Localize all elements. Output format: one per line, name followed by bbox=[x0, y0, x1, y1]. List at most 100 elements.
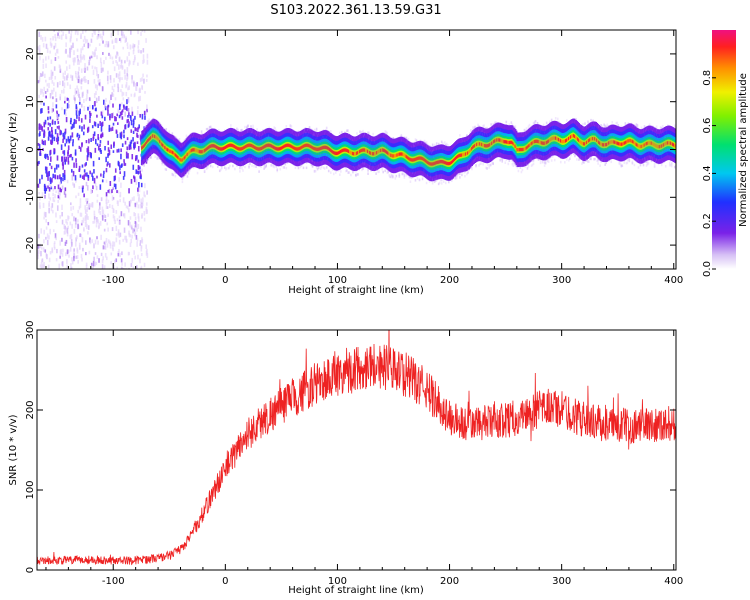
spectrogram-cell bbox=[43, 216, 45, 220]
spectrogram-cell bbox=[173, 151, 176, 156]
spectrogram-cell bbox=[80, 79, 83, 85]
spectrogram-cell bbox=[111, 195, 114, 201]
spectrogram-cell bbox=[92, 175, 94, 181]
spectrogram-cell bbox=[95, 185, 98, 191]
spectrogram-cell bbox=[112, 214, 115, 219]
spectrogram-cell bbox=[60, 30, 63, 33]
spectrogram-cell bbox=[103, 265, 106, 269]
spectrogram-cell bbox=[53, 151, 55, 155]
spectrogram-cell bbox=[136, 265, 138, 269]
spectrogram-cell bbox=[383, 148, 386, 152]
spectrogram-cell bbox=[40, 246, 43, 250]
spectrogram-cell bbox=[81, 237, 84, 243]
spectrogram-cell bbox=[107, 70, 109, 75]
spectrogram-cell bbox=[118, 234, 121, 238]
spectrogram-cell bbox=[188, 169, 191, 172]
spectrogram-cell bbox=[121, 33, 124, 39]
spectrogram-cell bbox=[78, 145, 81, 149]
spectrogram-cell bbox=[416, 177, 419, 180]
spectrogram-cell bbox=[141, 30, 144, 32]
spectrogram-cell bbox=[64, 131, 66, 136]
spectrogram-cell bbox=[74, 26, 76, 29]
spectrogram-cell bbox=[153, 134, 156, 138]
spectrogram-cell bbox=[203, 149, 206, 153]
spectrogram-cell bbox=[72, 170, 75, 177]
spectrogram-cell bbox=[131, 154, 134, 160]
spectrogram-cell bbox=[62, 31, 65, 36]
spectrogram-cell bbox=[47, 264, 50, 269]
spectrogram-cell bbox=[132, 123, 135, 128]
spectrogram-cell bbox=[112, 241, 114, 247]
spectrogram-cell bbox=[93, 216, 96, 220]
spectrogram-cell bbox=[93, 93, 96, 99]
spectrogram-cell bbox=[309, 144, 312, 149]
spectrogram-cell bbox=[99, 121, 101, 126]
spectrogram-cell bbox=[74, 88, 77, 94]
spectrogram-cell bbox=[237, 146, 239, 151]
spectrogram-cell bbox=[41, 192, 44, 197]
spectrogram-cell bbox=[64, 225, 67, 231]
spectrogram-cell bbox=[67, 73, 69, 79]
figure-title: S103.2022.361.13.59.G31 bbox=[270, 3, 441, 18]
spectrogram-cell bbox=[433, 180, 436, 183]
spectrogram-cell bbox=[47, 175, 49, 181]
spectrogram-cell bbox=[73, 228, 76, 234]
spectrogram-cell bbox=[143, 144, 146, 148]
spectrogram-cell bbox=[43, 183, 46, 187]
spectrogram-cell bbox=[446, 144, 449, 147]
spectrogram-cell bbox=[291, 145, 294, 149]
spectrogram-cell bbox=[340, 149, 342, 154]
spectrogram-cell bbox=[38, 160, 40, 165]
spectrogram-cell bbox=[135, 169, 138, 174]
spectrogram-cell bbox=[83, 55, 86, 61]
spectrogram-cell bbox=[145, 124, 147, 128]
spectrogram-cell bbox=[440, 159, 443, 164]
spectrogram-cell bbox=[115, 237, 118, 243]
spectrogram-cell bbox=[141, 213, 143, 219]
spectrogram-cell bbox=[101, 36, 104, 41]
spectrogram-cell bbox=[236, 164, 238, 167]
spectrogram-cell bbox=[66, 75, 68, 81]
spectrogram-cell bbox=[122, 238, 124, 242]
spectrogram-cell bbox=[132, 49, 135, 55]
spectrogram-cell bbox=[43, 86, 45, 92]
spectrogram-cell bbox=[84, 30, 87, 33]
spectrogram-cell bbox=[135, 223, 138, 227]
spectrogram-cell bbox=[209, 125, 212, 129]
spectrogram-cell bbox=[54, 233, 57, 239]
spectrogram-cell bbox=[209, 164, 212, 168]
spectrogram-cell bbox=[88, 250, 91, 255]
spectrogram-cell bbox=[83, 193, 85, 198]
spectrogram-cell bbox=[79, 271, 81, 275]
spectrogram-cell bbox=[259, 147, 262, 151]
spectrogram-cell bbox=[112, 150, 115, 153]
spectrogram-cell bbox=[66, 264, 68, 269]
spectrogram-cell bbox=[251, 143, 254, 148]
spectrogram-cell bbox=[391, 175, 394, 179]
spectrogram-cell bbox=[92, 185, 94, 190]
spectrogram-cell bbox=[44, 212, 47, 218]
spectrogram-cell bbox=[244, 165, 246, 169]
spectrogram-cell bbox=[141, 168, 143, 172]
spectrogram-cell bbox=[112, 187, 114, 190]
spectrogram-cell bbox=[131, 197, 134, 201]
spectrogram-cell bbox=[358, 150, 360, 154]
spectrogram-cell bbox=[97, 145, 100, 151]
spectrogram-cell bbox=[114, 25, 116, 29]
spectrogram-cell bbox=[466, 151, 468, 156]
spectrogram-cell bbox=[53, 241, 56, 245]
spectrogram-cell bbox=[86, 66, 89, 71]
spectrogram-cell bbox=[61, 89, 63, 94]
spectrogram-cell bbox=[356, 132, 358, 135]
spectrogram-cell bbox=[75, 237, 77, 242]
spectrogram-cell bbox=[211, 165, 214, 169]
spectrogram-cell bbox=[61, 219, 64, 225]
spectrogram-cell bbox=[248, 166, 250, 169]
spectrogram-cell bbox=[273, 165, 276, 169]
spectrogram-cell bbox=[140, 245, 143, 252]
spectrogram-cell bbox=[284, 144, 287, 148]
spectrogram-cell bbox=[163, 163, 166, 167]
spectrogram-cell bbox=[241, 166, 243, 170]
spectrogram-cell bbox=[65, 49, 67, 54]
